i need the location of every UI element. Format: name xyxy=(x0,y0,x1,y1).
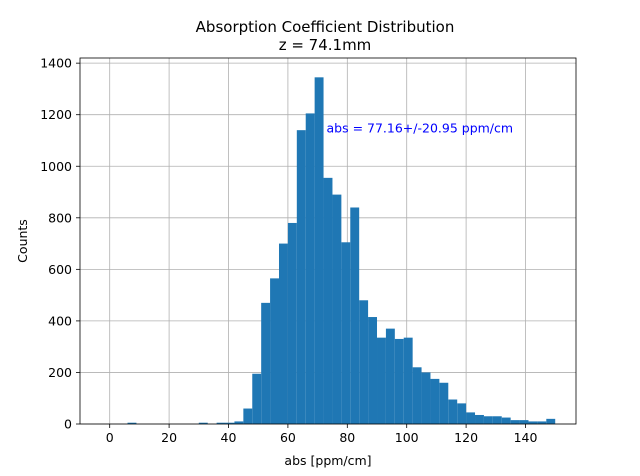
y-tick-label: 1200 xyxy=(40,107,72,122)
histogram-bar xyxy=(243,408,253,424)
histogram-bar xyxy=(216,422,226,424)
histogram-bar xyxy=(305,113,315,424)
x-tick-label: 60 xyxy=(280,430,296,445)
x-tick-label: 140 xyxy=(514,430,538,445)
y-tick-label: 800 xyxy=(48,210,72,225)
histogram-bar xyxy=(430,378,440,424)
histogram-bar xyxy=(385,328,395,424)
x-tick-label: 80 xyxy=(339,430,355,445)
y-axis-label: Counts xyxy=(15,219,30,263)
histogram-bar xyxy=(368,317,378,424)
x-tick-label: 100 xyxy=(395,430,419,445)
y-tick-label: 1000 xyxy=(40,159,72,174)
histogram-bar xyxy=(475,414,484,424)
histogram-bar xyxy=(412,367,422,424)
histogram-bar xyxy=(448,399,458,424)
histogram-bar xyxy=(270,278,279,424)
plot-frame xyxy=(79,57,577,425)
x-tick-label: 120 xyxy=(454,430,478,445)
histogram-bar xyxy=(341,242,351,424)
histogram-bar xyxy=(127,422,137,424)
x-tick-label: 20 xyxy=(161,430,177,445)
histogram-bar xyxy=(350,207,360,424)
histogram-bar xyxy=(377,337,386,424)
chart-subtitle: z = 74.1mm xyxy=(279,36,372,54)
x-tick-label: 0 xyxy=(106,430,114,445)
histogram-bar xyxy=(483,416,493,424)
histogram-bar xyxy=(332,194,342,424)
y-tick-label: 0 xyxy=(64,417,72,432)
y-axis-ticks: 0 200 400 600 800 1000 1200 1400 xyxy=(40,56,80,432)
histogram-bar xyxy=(296,130,306,425)
histogram-bar xyxy=(394,338,404,424)
histogram-bar xyxy=(421,372,431,424)
histogram-bar xyxy=(323,177,333,424)
histogram-bar xyxy=(466,412,476,424)
histogram-bar xyxy=(359,300,369,424)
histogram-bar xyxy=(403,337,413,424)
histogram-bar xyxy=(252,373,262,424)
histogram-bar xyxy=(225,422,235,424)
x-axis-ticks: 0 20 40 60 80 100 120 140 xyxy=(106,424,538,445)
histogram-bar xyxy=(287,222,297,424)
histogram-bar xyxy=(510,420,520,424)
histogram-bar xyxy=(261,302,271,424)
x-axis-label: abs [ppm/cm] xyxy=(284,453,371,468)
x-tick-label: 40 xyxy=(221,430,237,445)
histogram-bar xyxy=(519,420,529,424)
histogram-bar xyxy=(546,418,556,424)
stats-annotation: abs = 77.16+/-20.95 ppm/cm xyxy=(327,121,514,136)
y-tick-label: 200 xyxy=(48,365,72,380)
histogram-bar xyxy=(501,417,511,424)
histogram-bar xyxy=(528,421,538,424)
histogram-bar xyxy=(278,243,288,424)
histogram-bar xyxy=(198,422,208,424)
y-tick-label: 1400 xyxy=(40,56,72,71)
histogram-bar xyxy=(234,421,244,424)
chart-title: Absorption Coefficient Distribution xyxy=(196,18,455,36)
histogram-bar xyxy=(537,421,547,424)
histogram-bars xyxy=(127,77,556,425)
y-tick-label: 600 xyxy=(48,262,72,277)
histogram-bar xyxy=(492,416,502,424)
y-tick-label: 400 xyxy=(48,313,72,328)
histogram-bar xyxy=(314,77,324,424)
histogram-bar xyxy=(457,403,467,424)
histogram-bar xyxy=(439,382,449,424)
